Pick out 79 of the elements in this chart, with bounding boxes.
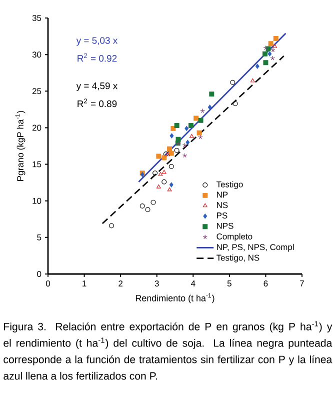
- legend-label: NS: [217, 202, 228, 208]
- point: [262, 51, 268, 56]
- point: [188, 123, 194, 128]
- y-tick-label: 10: [32, 198, 42, 204]
- legend-label: PS: [217, 212, 228, 218]
- annotation: y = 4,59 x: [76, 82, 118, 92]
- legend-label: Testigo, NS: [216, 254, 260, 262]
- point: [263, 45, 268, 50]
- point: [168, 150, 174, 156]
- point: [150, 200, 156, 205]
- point: [186, 140, 190, 145]
- point: [156, 184, 161, 188]
- point: [250, 78, 255, 82]
- annotation: R$^{2}$ = 0.92: [78, 53, 117, 62]
- x-tick-label: 0: [46, 280, 50, 286]
- point: [169, 182, 174, 188]
- y-tick-label: 25: [32, 88, 42, 94]
- y-tick-label: 35: [32, 15, 42, 21]
- point: [232, 101, 238, 106]
- point: [270, 48, 276, 52]
- point: [158, 172, 163, 176]
- y-tick-label: 30: [32, 52, 42, 58]
- y-tick-label: 0: [37, 271, 42, 277]
- point: [182, 153, 188, 158]
- point: [268, 41, 274, 46]
- x-tick-label: 7: [300, 280, 304, 286]
- point: [268, 51, 272, 56]
- point: [198, 118, 204, 123]
- point: [162, 179, 167, 184]
- point: [170, 126, 176, 131]
- x-axis-title: Rendimiento (t ha$^{-1}$): [136, 293, 214, 304]
- point: [156, 154, 162, 159]
- point: [174, 148, 180, 153]
- x-tick-label: 4: [190, 280, 196, 286]
- legend-label: NP: [217, 192, 228, 198]
- y-axis-title: Pgrano (kgP ha$^{-1}$): [15, 110, 26, 181]
- legend-label: NPS: [217, 222, 234, 229]
- x-tick-label: 2: [118, 280, 122, 286]
- point: [270, 56, 275, 60]
- point: [184, 126, 189, 131]
- point: [194, 116, 199, 121]
- text: Figura 3. Relación entre exportación de P en granos (kg P ha$^{-1}$) y el rendimiento (t ha$^{-1}$) del cultivo de soja. La línea negra punteada corresponde a la función de tratamientos sin fertilizar con P y la línea azul llena a los fertilizados con P.: [4, 321, 332, 380]
- point: [198, 134, 203, 140]
- legend-label: Completo: [216, 233, 252, 242]
- x-tick-label: 5: [227, 280, 232, 286]
- point: [162, 170, 166, 174]
- point: [230, 80, 236, 85]
- point: [208, 104, 212, 110]
- point: [255, 64, 260, 69]
- point: [263, 60, 268, 66]
- point: [209, 92, 214, 97]
- point: [163, 152, 168, 157]
- point: [167, 187, 172, 192]
- y-tick-label: 5: [37, 234, 42, 240]
- point: [189, 134, 194, 138]
- point: [272, 44, 277, 48]
- point: [196, 130, 202, 136]
- point: [168, 164, 174, 169]
- point: [162, 155, 167, 160]
- legend-label: Testigo: [216, 181, 243, 190]
- point: [166, 152, 170, 156]
- legend-label: NP, PS, NPS, Compl: [217, 244, 294, 252]
- point: [200, 108, 205, 113]
- annotation: R$^{2}$ = 0.89: [78, 98, 117, 108]
- point: [170, 133, 174, 138]
- point: [140, 203, 145, 208]
- x-tick-label: 3: [154, 280, 159, 286]
- x-tick-label: 1: [82, 280, 86, 286]
- y-tick-label: 20: [32, 124, 42, 131]
- point: [273, 36, 278, 41]
- point: [145, 207, 150, 212]
- y-tick-label: 15: [32, 161, 42, 168]
- x-tick-label: 6: [264, 280, 268, 286]
- point: [109, 223, 114, 228]
- point: [167, 146, 172, 152]
- point: [152, 170, 158, 176]
- point: [182, 142, 188, 148]
- point: [174, 123, 180, 128]
- annotation: y = 5,03 x: [76, 37, 118, 46]
